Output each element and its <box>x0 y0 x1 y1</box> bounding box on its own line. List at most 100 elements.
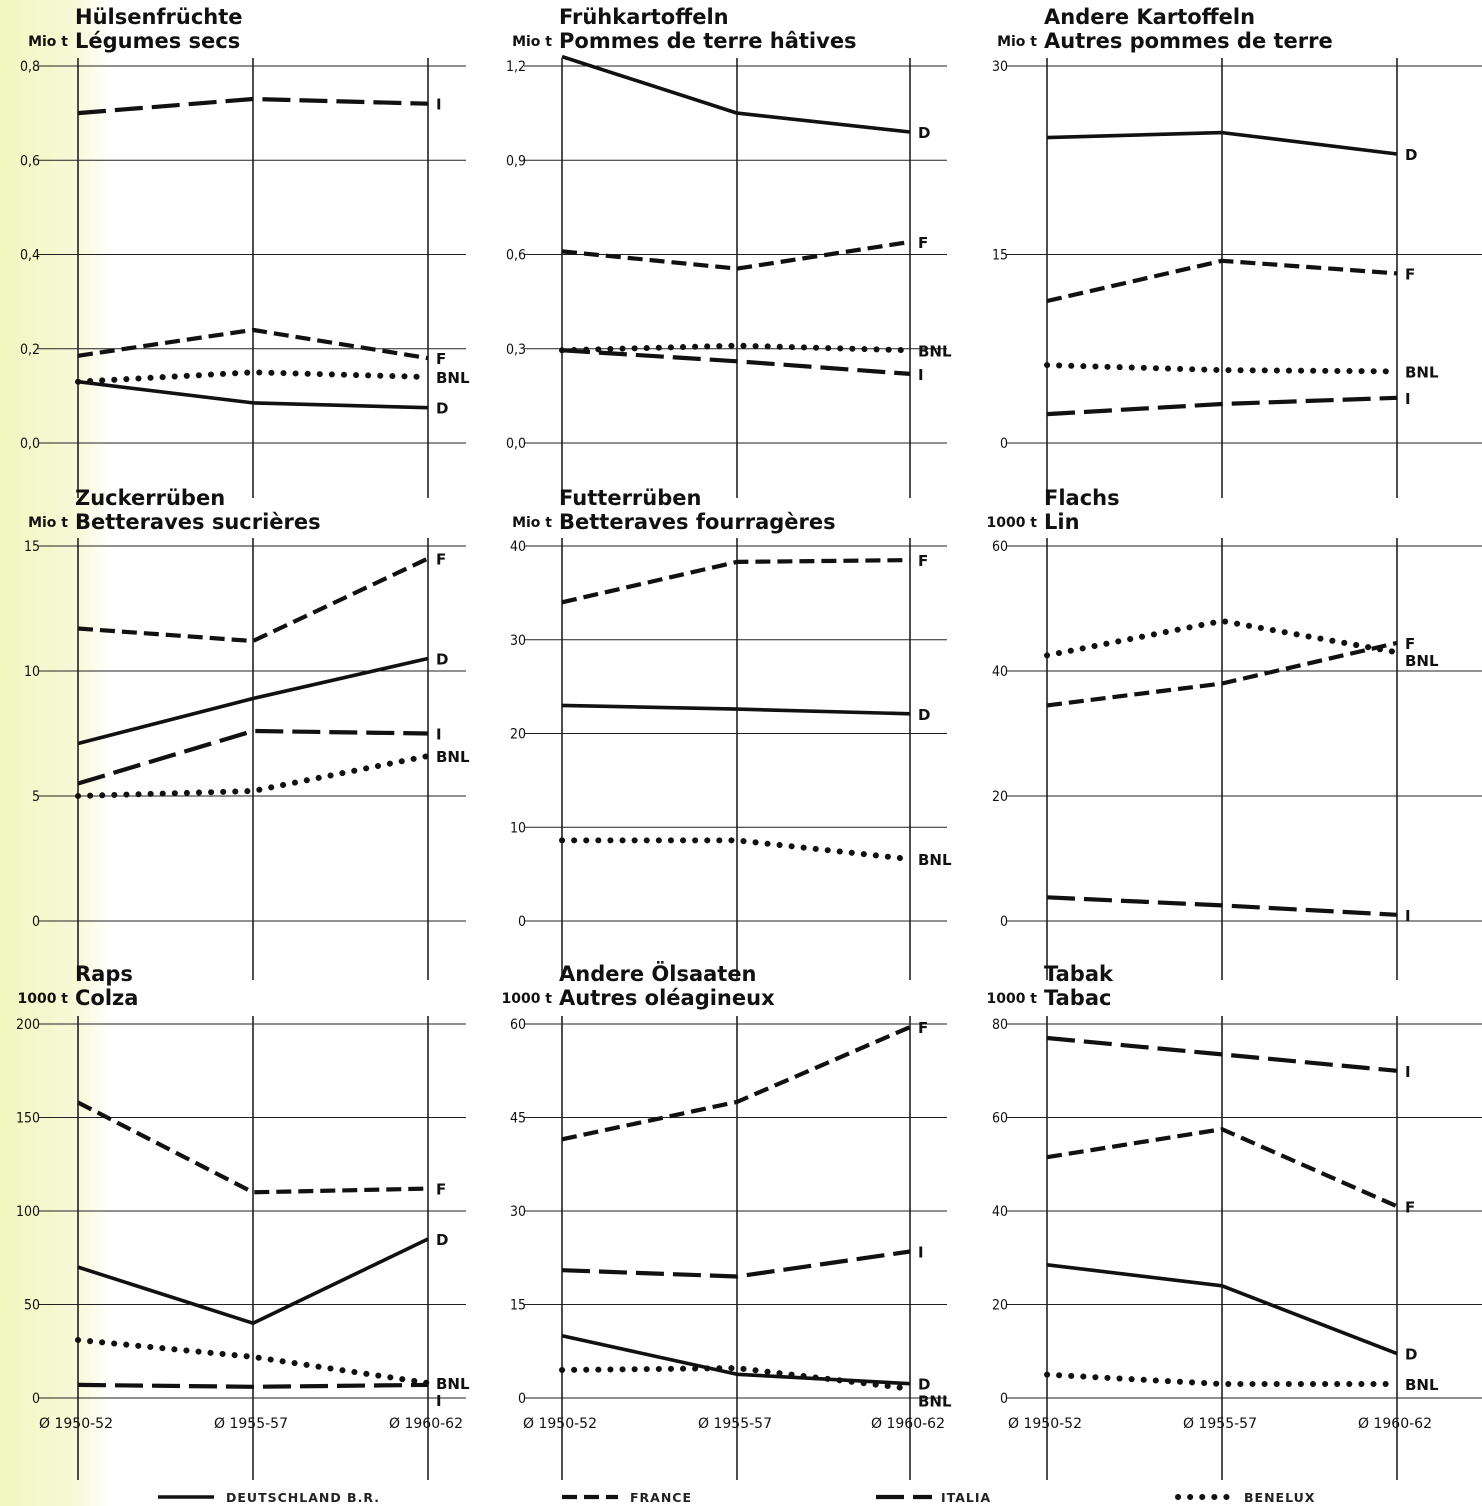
chart-subtitle: Légumes secs <box>75 29 240 53</box>
series-label-d: D <box>918 124 930 142</box>
chart-subtitle: Pommes de terre hâtives <box>559 29 857 53</box>
series-label-bnl: BNL <box>1405 652 1439 670</box>
series-line-f <box>561 558 911 605</box>
y-unit-label: Mio t <box>512 34 552 50</box>
series-label-i: I <box>1405 1063 1411 1081</box>
series-label-i: I <box>436 1392 442 1410</box>
y-unit-label: 1000 t <box>17 991 68 1007</box>
series-line-bnl <box>75 753 431 799</box>
y-tick-label: 0,9 <box>506 153 526 169</box>
chart-subtitle: Lin <box>1044 510 1080 534</box>
series-label-bnl: BNL <box>436 748 470 766</box>
chart-subtitle: Betteraves sucrières <box>75 510 321 534</box>
series-line-bnl <box>1044 1371 1400 1387</box>
y-unit-label: Mio t <box>28 515 68 531</box>
chart-title: Zuckerrüben <box>75 486 225 510</box>
y-tick-label: 15 <box>24 539 40 555</box>
series-line-f <box>77 556 429 644</box>
y-tick-label: 5 <box>32 789 40 805</box>
series-line-f <box>561 239 911 271</box>
y-tick-label: 30 <box>510 1204 526 1220</box>
y-tick-label: 0 <box>1000 914 1008 930</box>
series-line-d <box>77 379 429 410</box>
y-tick-label: 200 <box>16 1017 40 1033</box>
x-tick-label: Ø 1950-52 <box>523 1416 597 1432</box>
y-unit-label: Mio t <box>997 34 1037 50</box>
y-tick-label: 0,2 <box>20 342 40 358</box>
x-tick-label: Ø 1950-52 <box>1008 1416 1082 1432</box>
y-unit-label: 1000 t <box>986 515 1037 531</box>
chart-subtitle: Tabac <box>1044 986 1111 1010</box>
series-label-bnl: BNL <box>436 1375 470 1393</box>
y-tick-label: 60 <box>992 1111 1008 1127</box>
series-label-bnl: BNL <box>918 851 952 869</box>
y-tick-label: 20 <box>510 727 526 743</box>
y-unit-label: Mio t <box>512 515 552 531</box>
series-line-bnl <box>559 342 913 354</box>
series-label-f: F <box>918 234 928 252</box>
series-label-d: D <box>436 1231 448 1249</box>
legend-label-d: DEUTSCHLAND B.R. <box>226 1490 380 1505</box>
series-line-f <box>561 1025 911 1142</box>
y-tick-label: 0 <box>518 1391 526 1407</box>
series-line-i <box>1046 895 1398 917</box>
y-tick-label: 80 <box>992 1017 1008 1033</box>
y-tick-label: 30 <box>510 633 526 649</box>
series-label-d: D <box>1405 1346 1417 1364</box>
series-line-i <box>77 96 429 116</box>
series-label-d: D <box>918 1376 930 1394</box>
series-label-f: F <box>918 1019 928 1037</box>
y-tick-label: 0,8 <box>20 59 40 75</box>
y-tick-label: 40 <box>992 664 1008 680</box>
series-line-i <box>1046 395 1398 417</box>
x-tick-label: Ø 1955-57 <box>214 1416 288 1432</box>
series-label-d: D <box>1405 146 1417 164</box>
y-tick-label: 20 <box>992 1298 1008 1314</box>
series-line-i <box>561 1249 911 1279</box>
chart-title: Raps <box>75 962 133 986</box>
y-unit-label: Mio t <box>28 34 68 50</box>
y-tick-label: 0 <box>32 914 40 930</box>
series-label-f: F <box>918 552 928 570</box>
y-tick-label: 0,6 <box>20 153 40 169</box>
series-label-f: F <box>436 1181 446 1199</box>
series-label-i: I <box>436 96 442 114</box>
y-tick-label: 30 <box>992 59 1008 75</box>
series-label-i: I <box>918 366 924 384</box>
y-tick-label: 15 <box>510 1298 526 1314</box>
series-line-bnl <box>559 1365 913 1392</box>
series-line-d <box>1046 130 1398 156</box>
y-tick-label: 150 <box>16 1111 40 1127</box>
series-label-bnl: BNL <box>918 342 952 360</box>
y-tick-label: 0 <box>32 1391 40 1407</box>
series-label-f: F <box>1405 635 1415 653</box>
series-label-d: D <box>436 651 448 669</box>
chart-subtitle: Colza <box>75 986 138 1010</box>
legend-label-f: FRANCE <box>630 1490 692 1505</box>
series-label-bnl: BNL <box>918 1393 952 1411</box>
legend-label-i: ITALIA <box>941 1490 991 1505</box>
chart-title: Andere Kartoffeln <box>1044 5 1255 29</box>
y-tick-label: 45 <box>510 1111 526 1127</box>
y-unit-label: 1000 t <box>986 991 1037 1007</box>
chart-title: Hülsenfrüchte <box>75 5 243 29</box>
y-tick-label: 0,0 <box>506 436 526 452</box>
y-tick-label: 100 <box>16 1204 40 1220</box>
series-line-bnl <box>1044 362 1400 375</box>
x-tick-label: Ø 1960-62 <box>389 1416 463 1432</box>
y-tick-label: 40 <box>992 1204 1008 1220</box>
series-label-f: F <box>436 350 446 368</box>
y-tick-label: 15 <box>992 248 1008 264</box>
chart-title: Andere Ölsaaten <box>559 961 757 986</box>
series-label-i: I <box>1405 390 1411 408</box>
series-line-i <box>561 348 911 376</box>
series-label-d: D <box>436 400 448 418</box>
